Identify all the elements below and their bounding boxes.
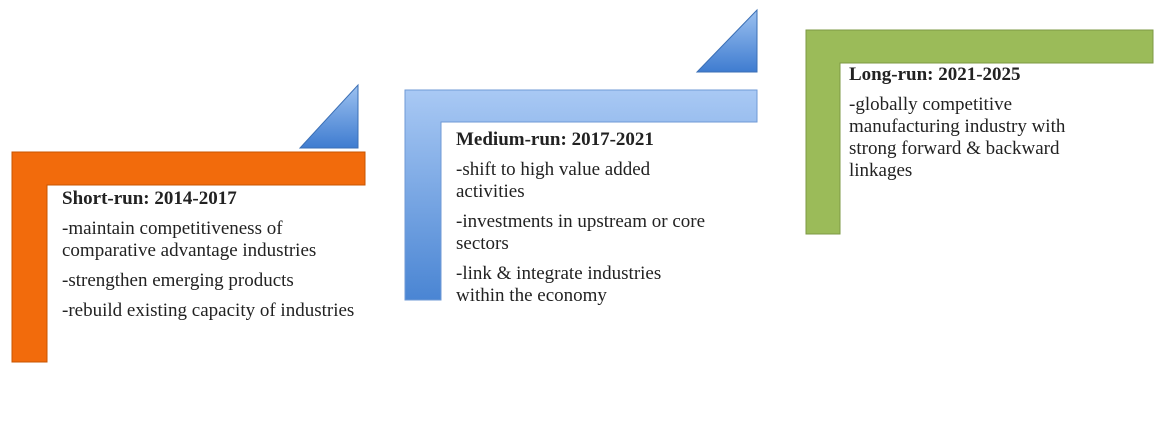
triangle <box>298 83 359 149</box>
stage-title: Medium-run: 2017-2021 <box>456 129 654 150</box>
stage-title: Long-run: 2021-2025 <box>849 64 1021 85</box>
triangle <box>695 8 758 73</box>
stage-item: -globally competitive manufacturing indu… <box>849 94 1066 181</box>
stage-item: -maintain competitiveness of comparative… <box>62 218 317 261</box>
stage-item: -investments in upstream or core sectors <box>456 211 706 254</box>
green-bracket <box>805 29 1154 235</box>
stage-item: -link & integrate industries within the … <box>456 263 662 306</box>
stage: Long-run: 2021-2025 -globally competitiv… <box>849 64 1114 190</box>
blue-bracket <box>404 89 758 301</box>
stage: Medium-run: 2017-2021 -shift to high val… <box>456 129 706 315</box>
stage: Short-run: 2014-2017 -maintain competiti… <box>62 188 362 330</box>
stage-title: Short-run: 2014-2017 <box>62 188 237 209</box>
orange-bracket <box>11 151 366 363</box>
stage-item: -rebuild existing capacity of industries <box>62 300 355 321</box>
stage-item: -shift to high value added activities <box>456 159 651 202</box>
stage-item: -strengthen emerging products <box>62 270 294 291</box>
